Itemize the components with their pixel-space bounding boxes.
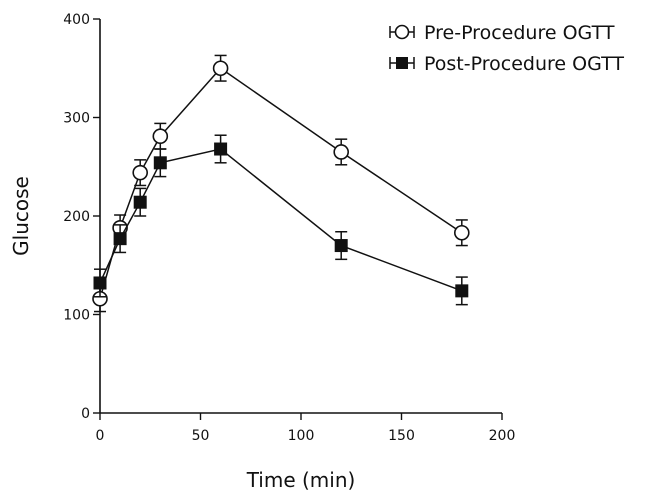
x-axis-ticks: 0 50 100 150 200	[96, 413, 516, 444]
y-axis-ticks: 0 100 200 300 400	[63, 12, 100, 422]
data-point-open-circle	[152, 128, 169, 145]
y-tick-label: 300	[63, 111, 90, 127]
data-point-filled-square	[153, 156, 167, 170]
x-tick-label: 200	[489, 428, 516, 444]
data-point-filled-square	[113, 232, 127, 246]
data-point-open-circle	[132, 164, 148, 181]
x-axis-label: Time (min)	[246, 468, 356, 492]
series-layer	[92, 54, 470, 313]
x-tick-label: 100	[288, 428, 315, 444]
y-tick-label: 400	[63, 12, 90, 28]
legend-label-pre-procedure: Pre-Procedure OGTT	[424, 22, 615, 44]
legend-marker-filled-square	[389, 57, 415, 69]
data-point-filled-square	[133, 195, 147, 209]
x-tick-label: 50	[192, 428, 210, 444]
y-tick-label: 200	[63, 209, 90, 225]
data-point-open-circle	[212, 60, 229, 77]
legend-marker-open-circle	[389, 24, 415, 40]
legend-item-pre-procedure: Pre-Procedure OGTT	[389, 22, 615, 44]
y-tick-label: 100	[63, 308, 90, 324]
series-line	[99, 67, 463, 299]
y-axis-label: Glucose	[9, 176, 33, 256]
data-point-filled-square	[455, 284, 469, 298]
data-point-filled-square	[334, 239, 348, 253]
data-point-filled-square	[214, 142, 228, 156]
x-tick-label: 0	[96, 428, 105, 444]
legend-open-circle	[394, 24, 410, 40]
legend-item-post-procedure: Post-Procedure OGTT	[389, 53, 624, 75]
series-line	[99, 148, 463, 292]
data-point-open-circle	[333, 144, 350, 160]
data-point-open-circle	[453, 224, 470, 241]
legend-filled-square	[396, 57, 408, 69]
series-post-procedure	[93, 134, 469, 306]
legend-label-post-procedure: Post-Procedure OGTT	[424, 53, 624, 75]
data-point-filled-square	[93, 276, 107, 290]
legend: Pre-Procedure OGTT Post-Procedure OGTT	[389, 22, 624, 75]
x-tick-label: 150	[388, 428, 415, 444]
y-tick-label: 0	[81, 406, 90, 422]
